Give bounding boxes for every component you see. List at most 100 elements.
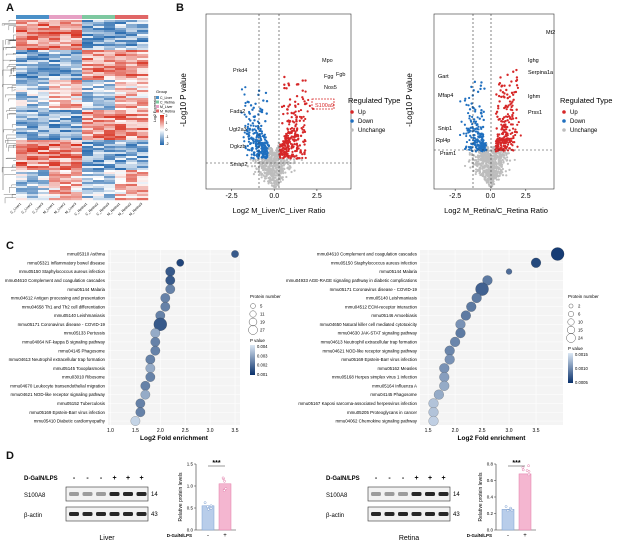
volcano-point [301, 156, 304, 160]
enrichment-term-label: mmu03010 Ribosome [62, 375, 106, 380]
volcano-point [476, 123, 479, 126]
volcano-point [478, 171, 482, 174]
volcano-point [485, 179, 488, 182]
volcano-point [253, 131, 256, 135]
volcano-point [286, 119, 289, 123]
volcano-point [475, 130, 478, 133]
volcano-point [268, 179, 271, 182]
volcano-retina-xlabel: Log2 M_Retina/C_Retina Ratio [444, 206, 548, 215]
volcano-point [295, 157, 298, 160]
volcano-point [480, 108, 483, 112]
volcano-point [487, 172, 490, 175]
volcano-point [499, 144, 503, 147]
volcano-point [291, 146, 295, 149]
volcano-point [263, 136, 266, 139]
volcano-point [299, 151, 303, 154]
volcano-retina-gene-label: Ighg [528, 58, 539, 64]
volcano-point [304, 117, 307, 121]
volcano-point [294, 113, 297, 117]
volcano-point [512, 70, 515, 73]
volcano-point [260, 176, 263, 179]
retina-legend-up: Up [570, 110, 578, 116]
volcano-point [503, 106, 506, 110]
volcano-point [469, 134, 472, 137]
volcano-point [294, 149, 297, 153]
volcano-point [284, 139, 287, 142]
blot-band [82, 492, 93, 496]
volcano-point [504, 120, 507, 123]
blot-band [109, 512, 120, 516]
volcano-retina-gene-label: Pram1 [440, 151, 456, 157]
volcano-point [295, 148, 299, 151]
volcano-point [506, 105, 509, 109]
volcano-point [473, 118, 476, 121]
volcano-point [481, 137, 484, 140]
volcano-point [255, 134, 259, 137]
volcano-point [297, 110, 300, 113]
bar-ytick: 0.0 [487, 528, 494, 533]
volcano-point [259, 107, 262, 110]
legend-group-swatch [156, 105, 159, 108]
volcano-point [244, 145, 247, 148]
volcano-point [503, 135, 506, 138]
volcano-point [271, 168, 274, 171]
volcano-point [291, 153, 294, 156]
volcano-point [276, 181, 279, 184]
volcano-point [503, 84, 506, 87]
volcano-point [515, 117, 518, 120]
enrichment-term-label: mmu04650 Natural killer cell mediated cy… [320, 322, 418, 327]
pvalue-color-scale [250, 345, 255, 375]
volcano-point [265, 141, 268, 144]
volcano-point [482, 171, 485, 174]
blot-band [411, 512, 422, 516]
volcano-point [505, 174, 508, 177]
volcano-point [505, 108, 508, 111]
volcano-point [273, 173, 276, 176]
volcano-point [474, 120, 478, 123]
legend-scale-tick: -2 [166, 142, 169, 146]
enrichment-bubble [455, 319, 466, 330]
bar-dot [521, 468, 525, 472]
volcano-point [255, 140, 258, 144]
volcano-point [499, 89, 502, 92]
volcano-point [511, 109, 514, 112]
volcano-point [511, 131, 514, 135]
volcano-point [491, 182, 494, 185]
volcano-point [506, 93, 509, 96]
volcano-point [295, 118, 298, 121]
blot-row-label: S100A8 [326, 493, 348, 499]
volcano-point [283, 144, 287, 147]
volcano-point [260, 147, 263, 150]
group-bar-cell [137, 15, 149, 19]
enrichment-bubble [444, 354, 455, 365]
enrichment-bubble [505, 268, 513, 275]
volcano-point [304, 90, 307, 93]
volcano-point [267, 166, 270, 169]
volcano-point [492, 170, 495, 173]
volcano-liver-gene-label: S100a9 [315, 103, 334, 109]
volcano-point [497, 107, 500, 110]
blot-treatment-label: D-GalN/LPS [24, 476, 58, 482]
enrichment-term-label: mmu04145 Phagosome [58, 348, 105, 353]
enrichment-plot-area [108, 250, 240, 425]
volcano-point [284, 146, 288, 150]
volcano-point [286, 112, 289, 115]
size-legend-circle [566, 333, 576, 343]
volcano-point [506, 119, 509, 122]
volcano-point [255, 144, 258, 148]
bar-dot [206, 505, 210, 509]
volcano-point [292, 139, 296, 142]
volcano-point [246, 154, 249, 157]
enrichment-bubble [140, 381, 151, 391]
blot-band [123, 512, 133, 516]
volcano-point [473, 133, 476, 137]
volcano-point [251, 128, 254, 131]
volcano-point [293, 136, 296, 139]
volcano-xtick: -2.5 [449, 193, 461, 200]
bar-dot [222, 489, 226, 492]
enrichment-xtick: 3.5 [533, 428, 540, 434]
volcano-point [477, 125, 480, 128]
volcano-point [463, 147, 467, 151]
volcano-point [300, 127, 303, 130]
bar [501, 509, 515, 531]
